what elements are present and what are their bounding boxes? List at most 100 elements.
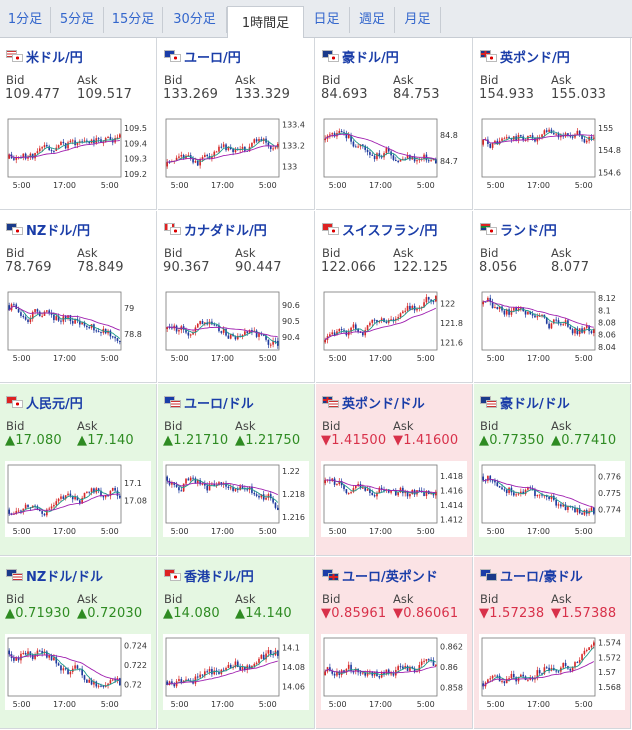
candlestick-chart[interactable]: 79 78.8 5:00 17:00 5:00 <box>5 288 151 364</box>
candle-body <box>255 494 258 496</box>
pair-name-link[interactable]: 米ドル/円 <box>26 50 83 66</box>
pair-title[interactable]: 豪ドル/ドル <box>480 394 570 412</box>
candle-body <box>29 318 32 322</box>
pair-title[interactable]: 英ポンド/円 <box>480 48 570 66</box>
candle-body <box>8 509 11 514</box>
candlestick-chart[interactable]: 8.12 8.1 8.08 8.06 8.04 5:00 17:00 5:00 <box>479 288 625 364</box>
candle-body <box>366 149 369 153</box>
quote-flag-icon <box>328 400 339 408</box>
candle-body <box>585 325 588 328</box>
pair-name-link[interactable]: ユーロ/豪ドル <box>500 569 583 585</box>
pair-name-link[interactable]: 英ポンド/ドル <box>342 396 425 412</box>
candlestick-chart[interactable]: 0.724 0.722 0.72 5:00 17:00 5:00 <box>5 634 151 710</box>
candle-body <box>588 647 590 651</box>
pair-title[interactable]: ユーロ/英ポンド <box>322 567 438 585</box>
tab-3[interactable]: 30分足 <box>163 7 227 33</box>
pair-title[interactable]: 米ドル/円 <box>6 48 83 66</box>
pair-name-link[interactable]: 人民元/円 <box>26 396 83 412</box>
candlestick-chart[interactable]: 0.862 0.86 0.858 5:00 17:00 5:00 <box>321 634 467 710</box>
pair-title[interactable]: ユーロ/円 <box>164 48 241 66</box>
x-tick-label: 5:00 <box>101 527 119 536</box>
y-tick-label: 0.774 <box>598 506 621 515</box>
candle-body <box>118 678 121 686</box>
chart-frame <box>481 464 596 524</box>
candle-body <box>24 653 27 655</box>
pair-name-link[interactable]: 英ポンド/円 <box>500 50 570 66</box>
candle-body <box>234 148 237 153</box>
candlestick-chart[interactable]: 155 154.8 154.6 5:00 17:00 5:00 <box>479 115 625 191</box>
y-tick-label: 8.04 <box>598 343 616 352</box>
candlestick-chart[interactable]: 17.1 17.08 5:00 17:00 5:00 <box>5 461 151 537</box>
candlestick-chart[interactable]: 122 121.8 121.6 5:00 17:00 5:00 <box>321 288 467 364</box>
candle-body <box>229 664 232 668</box>
pair-name-link[interactable]: ランド/円 <box>500 223 557 239</box>
candle-body <box>527 679 529 681</box>
pair-name-link[interactable]: NZドル/ドル <box>26 569 104 585</box>
candlestick-chart[interactable]: 133.4 133.2 133 5:00 17:00 5:00 <box>163 115 309 191</box>
pair-title[interactable]: NZドル/円 <box>6 221 91 239</box>
candle-body <box>430 299 432 302</box>
pair-name-link[interactable]: ユーロ/英ポンド <box>342 569 438 585</box>
candlestick-chart[interactable]: 1.22 1.218 1.216 5:00 17:00 5:00 <box>163 461 309 537</box>
candlestick-chart[interactable]: 1.574 1.572 1.57 1.568 5:00 17:00 5:00 <box>479 634 625 710</box>
candle-body <box>550 323 553 329</box>
candle-body <box>406 305 409 311</box>
bid-label: Bid <box>322 419 341 433</box>
candle-body <box>46 310 48 312</box>
x-tick-label: 17:00 <box>53 700 76 709</box>
candle-body <box>567 133 569 136</box>
tab-2[interactable]: 15分足 <box>104 7 163 33</box>
pair-title[interactable]: 豪ドル/円 <box>322 48 399 66</box>
tab-1[interactable]: 5分足 <box>51 7 104 33</box>
candle-body <box>574 662 576 668</box>
pair-name-link[interactable]: カナダドル/円 <box>184 223 267 239</box>
pair-title[interactable]: ランド/円 <box>480 221 557 239</box>
chart-frame <box>323 464 438 524</box>
candle-body <box>67 493 69 496</box>
tab-7[interactable]: 月足 <box>395 7 441 33</box>
pair-title[interactable]: ユーロ/豪ドル <box>480 567 583 585</box>
candle-body <box>357 329 359 332</box>
tab-4[interactable]: 1時間足 <box>227 6 304 38</box>
pair-title[interactable]: ユーロ/ドル <box>164 394 254 412</box>
pair-title[interactable]: カナダドル/円 <box>164 221 267 239</box>
candle-body <box>53 504 55 507</box>
tab-6[interactable]: 週足 <box>350 7 395 33</box>
candle-body <box>590 507 593 511</box>
pair-name-link[interactable]: 豪ドル/ドル <box>500 396 570 412</box>
candle-body <box>67 315 69 319</box>
candle-body <box>90 488 93 493</box>
candle-body <box>239 666 241 670</box>
candle-body <box>534 315 536 318</box>
candle-body <box>71 321 74 324</box>
pair-title[interactable]: 香港ドル/円 <box>164 567 254 585</box>
chart-svg: 133.4 133.2 133 5:00 17:00 5:00 <box>165 118 305 190</box>
candlestick-chart[interactable]: 109.5 109.4 109.3 109.2 5:00 17:00 5:00 <box>5 115 151 191</box>
candle-body <box>211 668 213 675</box>
candlestick-chart[interactable]: 14.1 14.08 14.06 5:00 17:00 5:00 <box>163 634 309 710</box>
pair-name-link[interactable]: スイスフラン/円 <box>342 223 438 239</box>
pair-name-link[interactable]: NZドル/円 <box>26 223 91 239</box>
candle-body <box>211 156 213 159</box>
pair-name-link[interactable]: ユーロ/円 <box>184 50 241 66</box>
pair-title[interactable]: 人民元/円 <box>6 394 83 412</box>
pair-name-link[interactable]: 豪ドル/円 <box>342 50 399 66</box>
candlestick-chart[interactable]: 0.776 0.775 0.774 5:00 17:00 5:00 <box>479 461 625 537</box>
pair-title[interactable]: 英ポンド/ドル <box>322 394 425 412</box>
candle-body <box>260 494 263 498</box>
chart-svg: 79 78.8 5:00 17:00 5:00 <box>7 291 142 363</box>
candlestick-chart[interactable]: 90.6 90.5 90.4 5:00 17:00 5:00 <box>163 288 309 364</box>
pair-title[interactable]: スイスフラン/円 <box>322 221 438 239</box>
pair-name-link[interactable]: 香港ドル/円 <box>184 569 254 585</box>
tab-5[interactable]: 日足 <box>304 7 350 33</box>
chart-frame <box>481 637 596 697</box>
pair-name-link[interactable]: ユーロ/ドル <box>184 396 254 412</box>
candlestick-chart[interactable]: 84.8 84.7 5:00 17:00 5:00 <box>321 115 467 191</box>
chart-frame <box>7 118 122 178</box>
tab-0[interactable]: 1分足 <box>0 7 51 33</box>
pair-title[interactable]: NZドル/ドル <box>6 567 104 585</box>
candlestick-chart[interactable]: 1.418 1.416 1.414 1.412 5:00 17:00 5:00 <box>321 461 467 537</box>
candle-body <box>545 495 548 497</box>
quote-flag-icon <box>170 227 181 235</box>
candle-body <box>340 329 343 331</box>
